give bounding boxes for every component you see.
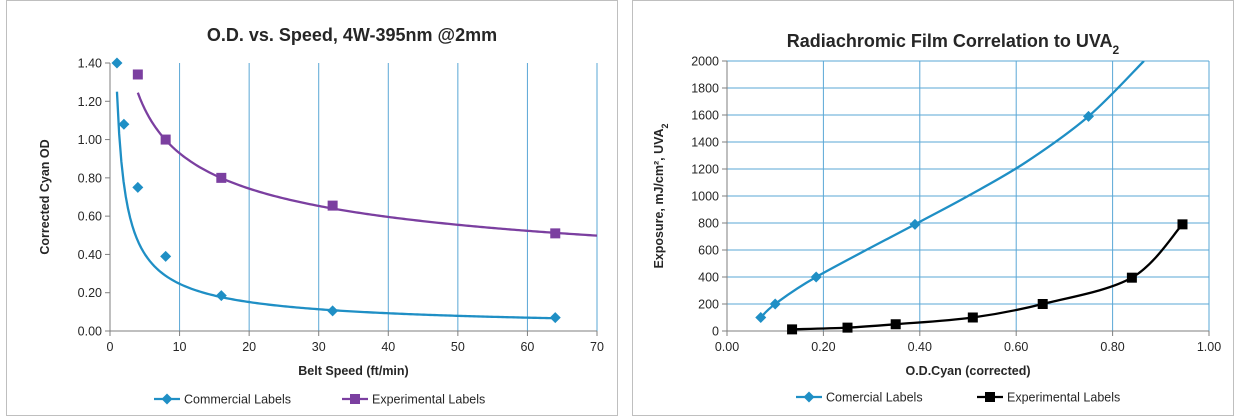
x-tick-label: 50 <box>451 340 465 354</box>
legend-marker <box>803 391 815 403</box>
grid <box>727 60 1210 331</box>
y-tick-label: 800 <box>698 217 719 231</box>
radiachromic-correlation-chart: Radiachromic Film Correlation to UVA2 0 20… <box>652 31 1221 405</box>
legend-item: Experimental Labels <box>977 391 1120 405</box>
data-point <box>118 118 130 130</box>
data-point <box>787 324 798 335</box>
series-line <box>136 92 597 237</box>
data-point <box>1177 219 1188 230</box>
legend-marker <box>350 394 360 404</box>
y-tick-label: 1200 <box>691 163 719 177</box>
chart-title: Radiachromic Film Correlation to UVA2 <box>787 31 1120 57</box>
data-point <box>769 298 781 310</box>
legend: Commercial Labels Experimental Labels <box>154 393 485 407</box>
legend-label: Commercial Labels <box>184 393 291 407</box>
chart-title: O.D. vs. Speed, 4W-395nm @2mm <box>207 25 497 45</box>
y-tick-label: 1800 <box>691 82 719 96</box>
series-1 <box>132 69 597 239</box>
x-axis-title: O.D.Cyan (corrected) <box>905 364 1030 378</box>
x-tick-label: 20 <box>242 340 256 354</box>
data-point <box>215 290 227 302</box>
legend-label: Experimental Labels <box>372 393 485 407</box>
data-point <box>327 305 339 317</box>
x-axis-title: Belt Speed (ft/min) <box>298 364 408 378</box>
y-tick-label: 600 <box>698 244 719 258</box>
data-point <box>132 181 144 193</box>
series-line <box>759 61 1145 319</box>
data-point <box>890 319 901 330</box>
y-tick-label: 0.80 <box>78 171 102 185</box>
legend-item: Comercial Labels <box>796 391 923 405</box>
x-tick-label: 0.00 <box>715 340 739 354</box>
legend-label: Comercial Labels <box>826 391 923 405</box>
chart-panel-right: Radiachromic Film Correlation to UVA2 0 20… <box>632 0 1234 416</box>
legend-item: Experimental Labels <box>342 393 485 407</box>
x-tick-label: 0.80 <box>1100 340 1124 354</box>
chart-panel-left: O.D. vs. Speed, 4W-395nm @2mm 0.00 0.20 0.4… <box>6 0 618 416</box>
y-tick-label: 0 <box>712 325 719 339</box>
y-tick-label: 400 <box>698 271 719 285</box>
x-tick-label: 70 <box>590 340 604 354</box>
data-point <box>810 271 822 283</box>
y-tick-label: 200 <box>698 298 719 312</box>
x-tick-label: 40 <box>381 340 395 354</box>
y-tick-label: 0.20 <box>78 286 102 300</box>
x-tick-label: 10 <box>173 340 187 354</box>
x-tick-label: 0.60 <box>1004 340 1028 354</box>
grid <box>179 63 598 331</box>
y-tick-label: 0.00 <box>78 325 102 339</box>
y-tick-label: 1600 <box>691 109 719 123</box>
y-tick-label: 2000 <box>691 55 719 69</box>
data-point <box>327 200 338 211</box>
y-axis-title: Exposure, mJ/cm², UVA2 <box>652 123 670 268</box>
data-point <box>755 312 767 323</box>
series-0 <box>111 57 561 324</box>
data-point <box>1126 272 1137 283</box>
data-point <box>111 57 123 69</box>
data-point <box>909 218 921 230</box>
legend: Comercial Labels Experimental Labels <box>796 391 1120 405</box>
legend-item: Commercial Labels <box>154 393 291 407</box>
x-tick-label: 0 <box>107 340 114 354</box>
data-point <box>1083 110 1094 122</box>
y-axis-title: Corrected Cyan OD <box>38 139 52 254</box>
y-tick-label: 1.00 <box>78 133 102 147</box>
series-1 <box>787 219 1188 335</box>
y-tick-label: 0.40 <box>78 248 102 262</box>
x-tick-label: 1.00 <box>1197 340 1221 354</box>
data-point <box>132 69 143 80</box>
y-tick-label: 0.60 <box>78 210 102 224</box>
data-point <box>549 312 561 324</box>
data-point <box>967 312 978 323</box>
data-point <box>1037 299 1048 309</box>
y-tick-label: 1000 <box>691 190 719 204</box>
data-point <box>160 250 172 262</box>
data-point <box>842 322 853 333</box>
legend-marker <box>985 392 995 402</box>
x-tick-label: 30 <box>312 340 326 354</box>
data-point <box>550 228 561 239</box>
legend-marker <box>161 393 173 405</box>
od-vs-speed-chart: O.D. vs. Speed, 4W-395nm @2mm 0.00 0.20 0.4… <box>38 25 604 407</box>
x-tick-label: 0.40 <box>908 340 932 354</box>
y-tick-label: 1.40 <box>78 57 102 71</box>
y-tick-label: 1.20 <box>78 95 102 109</box>
data-point <box>160 134 171 145</box>
y-tick-label: 1400 <box>691 136 719 150</box>
series-0 <box>755 61 1145 323</box>
legend-label: Experimental Labels <box>1007 391 1120 405</box>
x-tick-label: 60 <box>520 340 534 354</box>
x-tick-label: 0.20 <box>811 340 835 354</box>
data-point <box>216 172 227 183</box>
